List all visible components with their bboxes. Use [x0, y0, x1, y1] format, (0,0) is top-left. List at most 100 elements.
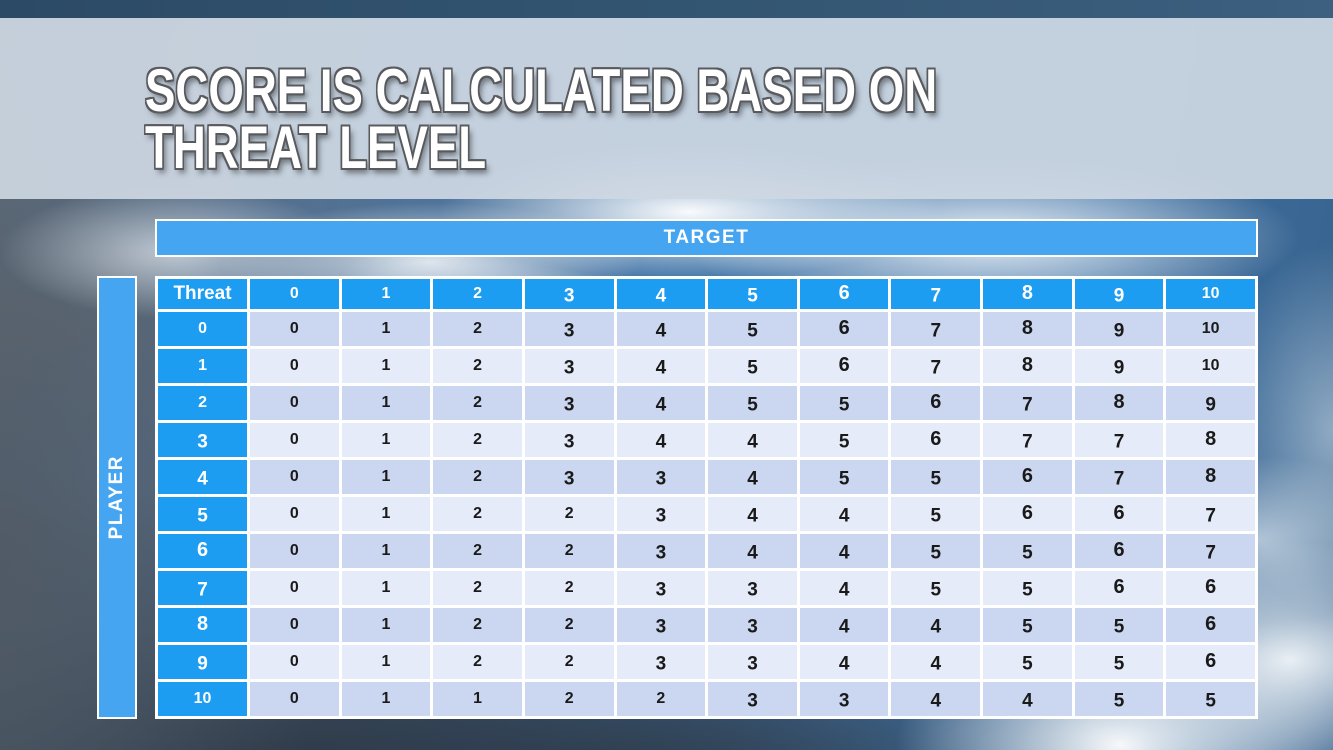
- score-cell-r1-c4: 4: [616, 349, 706, 383]
- player-axis-band: PLAYER: [97, 276, 137, 719]
- score-cell-r9-c0: 0: [250, 645, 339, 679]
- score-cell-r5-c4: 3: [616, 497, 706, 531]
- score-cell-r3-c4: 4: [616, 423, 706, 457]
- score-cell-r10-c6: 3: [799, 682, 889, 716]
- score-cell-r1-c5: 5: [708, 349, 797, 383]
- score-cell-r3-c7: 6: [891, 423, 981, 457]
- score-cell-r6-c0: 0: [250, 534, 339, 568]
- score-cell-r7-c5: 3: [708, 571, 797, 605]
- player-threat-label-cell-6: 6: [158, 534, 247, 568]
- target-level-header-cell-8: 8: [983, 279, 1072, 309]
- score-cell-r6-c7: 5: [891, 534, 981, 568]
- score-cell-r6-c4: 3: [616, 534, 706, 568]
- score-cell-r1-c8: 8: [983, 349, 1072, 383]
- player-threat-label-cell-4: 4: [158, 460, 247, 494]
- target-axis-label: TARGET: [663, 227, 750, 248]
- score-cell-r0-c2: 2: [433, 312, 522, 346]
- score-cell-r4-c3: 3: [524, 460, 614, 494]
- score-cell-r3-c5: 4: [708, 423, 797, 457]
- score-cell-r4-c1: 1: [341, 460, 431, 494]
- score-cell-r6-c10: 7: [1166, 534, 1255, 568]
- score-cell-r7-c4: 3: [616, 571, 706, 605]
- score-cell-r6-c5: 4: [708, 534, 797, 568]
- score-cell-r10-c7: 4: [891, 682, 981, 716]
- score-cell-r10-c5: 3: [708, 682, 797, 716]
- target-level-header-cell-2: 2: [433, 279, 522, 309]
- score-cell-r9-c7: 4: [891, 645, 981, 679]
- score-cell-r7-c2: 2: [433, 571, 522, 605]
- score-cell-r6-c6: 4: [799, 534, 889, 568]
- score-cell-r0-c1: 1: [341, 312, 431, 346]
- score-cell-r6-c9: 6: [1074, 534, 1164, 568]
- score-cell-r10-c9: 5: [1074, 682, 1164, 716]
- player-threat-label-cell-1: 1: [158, 349, 247, 383]
- score-cell-r5-c5: 4: [708, 497, 797, 531]
- score-cell-r3-c2: 2: [433, 423, 522, 457]
- title-band: SCORE IS CALCULATED BASED ON THREAT LEVEL: [0, 18, 1333, 199]
- score-cell-r3-c9: 7: [1074, 423, 1164, 457]
- score-cell-r3-c6: 5: [799, 423, 889, 457]
- score-cell-r2-c7: 6: [891, 386, 981, 420]
- score-cell-r4-c6: 5: [799, 460, 889, 494]
- score-cell-r7-c7: 5: [891, 571, 981, 605]
- score-cell-r9-c5: 3: [708, 645, 797, 679]
- score-cell-r6-c3: 2: [524, 534, 614, 568]
- player-threat-label-cell-5: 5: [158, 497, 247, 531]
- score-cell-r0-c4: 4: [616, 312, 706, 346]
- score-matrix-table: Threat 0 1 2 3 4 5 6 7 8 9 1 0 0 0 1 2 3 4 5 6 7 8 9 1 0 1 0 1 2 3 4 5 6 7…: [155, 276, 1258, 719]
- score-cell-r3-c10: 8: [1166, 423, 1255, 457]
- score-cell-r5-c10: 7: [1166, 497, 1255, 531]
- score-cell-r9-c9: 5: [1074, 645, 1164, 679]
- score-cell-r2-c5: 5: [708, 386, 797, 420]
- score-cell-r0-c9: 9: [1074, 312, 1164, 346]
- score-cell-r4-c2: 2: [433, 460, 522, 494]
- score-cell-r8-c4: 3: [616, 608, 706, 642]
- score-cell-r4-c8: 6: [983, 460, 1072, 494]
- score-cell-r10-c1: 1: [341, 682, 431, 716]
- score-cell-r4-c5: 4: [708, 460, 797, 494]
- score-cell-r0-c6: 6: [799, 312, 889, 346]
- score-cell-r8-c1: 1: [341, 608, 431, 642]
- score-cell-r9-c10: 6: [1166, 645, 1255, 679]
- target-level-header-cell-3: 3: [524, 279, 614, 309]
- score-cell-r0-c0: 0: [250, 312, 339, 346]
- score-cell-r9-c4: 3: [616, 645, 706, 679]
- score-cell-r3-c1: 1: [341, 423, 431, 457]
- score-cell-r3-c0: 0: [250, 423, 339, 457]
- score-cell-r1-c9: 9: [1074, 349, 1164, 383]
- score-cell-r1-c2: 2: [433, 349, 522, 383]
- score-cell-r10-c4: 2: [616, 682, 706, 716]
- score-cell-r2-c0: 0: [250, 386, 339, 420]
- score-cell-r3-c8: 7: [983, 423, 1072, 457]
- score-cell-r2-c1: 1: [341, 386, 431, 420]
- score-cell-r5-c6: 4: [799, 497, 889, 531]
- score-cell-r4-c0: 0: [250, 460, 339, 494]
- target-level-header-cell-9: 9: [1074, 279, 1164, 309]
- score-cell-r7-c8: 5: [983, 571, 1072, 605]
- score-cell-r1-c6: 6: [799, 349, 889, 383]
- top-sky-strip: [0, 0, 1333, 18]
- target-level-header-cell-6: 6: [799, 279, 889, 309]
- score-cell-r1-c0: 0: [250, 349, 339, 383]
- player-axis-label: PLAYER: [106, 455, 127, 540]
- score-cell-r1-c1: 1: [341, 349, 431, 383]
- score-cell-r0-c8: 8: [983, 312, 1072, 346]
- score-cell-r9-c3: 2: [524, 645, 614, 679]
- score-cell-r5-c1: 1: [341, 497, 431, 531]
- score-cell-r9-c2: 2: [433, 645, 522, 679]
- score-cell-r0-c7: 7: [891, 312, 981, 346]
- slide-title: SCORE IS CALCULATED BASED ON THREAT LEVEL: [145, 61, 937, 178]
- score-cell-r10-c8: 4: [983, 682, 1072, 716]
- score-cell-r4-c10: 8: [1166, 460, 1255, 494]
- score-cell-r8-c8: 5: [983, 608, 1072, 642]
- player-threat-label-cell-9: 9: [158, 645, 247, 679]
- score-cell-r8-c9: 5: [1074, 608, 1164, 642]
- score-cell-r6-c2: 2: [433, 534, 522, 568]
- score-cell-r5-c2: 2: [433, 497, 522, 531]
- score-cell-r5-c9: 6: [1074, 497, 1164, 531]
- score-cell-r4-c9: 7: [1074, 460, 1164, 494]
- slide-title-line2: THREAT LEVEL: [145, 114, 487, 181]
